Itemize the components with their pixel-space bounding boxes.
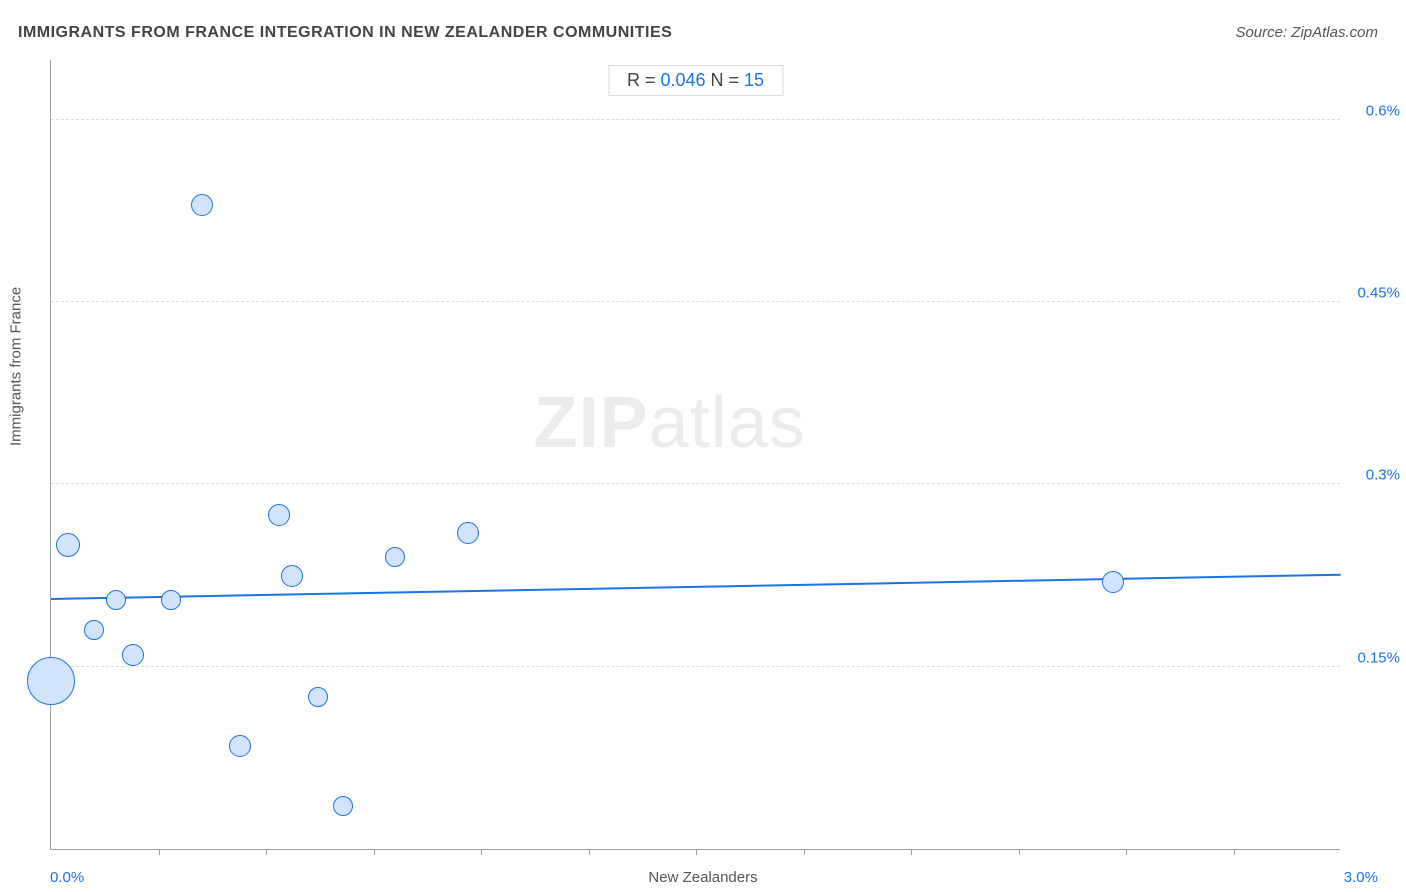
- data-point: [84, 620, 104, 640]
- gridline: [51, 483, 1340, 484]
- data-point: [106, 590, 126, 610]
- scatter-plot: R = 0.046 N = 15 ZIPatlas 0.15%0.3%0.45%…: [50, 60, 1340, 850]
- x-tick: [1234, 849, 1235, 855]
- n-label: N =: [706, 70, 745, 90]
- gridline: [51, 301, 1340, 302]
- data-point: [161, 590, 181, 610]
- y-tick-label: 0.15%: [1357, 649, 1400, 666]
- data-point: [122, 644, 144, 666]
- r-value: 0.046: [660, 70, 705, 90]
- data-point: [1102, 571, 1124, 593]
- data-point: [385, 547, 405, 567]
- watermark: ZIPatlas: [534, 382, 806, 464]
- data-point: [191, 194, 213, 216]
- source-attribution: Source: ZipAtlas.com: [1235, 24, 1378, 41]
- data-point: [56, 533, 80, 557]
- y-axis-title: Immigrants from France: [8, 287, 25, 446]
- x-tick: [911, 849, 912, 855]
- y-tick-label: 0.45%: [1357, 285, 1400, 302]
- stats-legend: R = 0.046 N = 15: [608, 65, 783, 96]
- x-tick: [266, 849, 267, 855]
- watermark-light: atlas: [649, 383, 806, 463]
- regression-line: [51, 574, 1341, 600]
- gridline: [51, 119, 1340, 120]
- data-point: [281, 565, 303, 587]
- r-label: R =: [627, 70, 661, 90]
- x-tick: [1126, 849, 1127, 855]
- gridline: [51, 666, 1340, 667]
- data-point: [268, 504, 290, 526]
- y-tick-label: 0.3%: [1366, 467, 1400, 484]
- data-point: [333, 796, 353, 816]
- data-point: [229, 735, 251, 757]
- watermark-bold: ZIP: [534, 383, 649, 463]
- x-max-label: 3.0%: [1344, 869, 1378, 886]
- chart-title: IMMIGRANTS FROM FRANCE INTEGRATION IN NE…: [18, 24, 672, 42]
- x-tick: [589, 849, 590, 855]
- x-tick: [481, 849, 482, 855]
- x-axis-title: New Zealanders: [648, 869, 757, 886]
- x-tick: [1019, 849, 1020, 855]
- x-tick: [159, 849, 160, 855]
- n-value: 15: [744, 70, 764, 90]
- data-point: [457, 522, 479, 544]
- y-tick-label: 0.6%: [1366, 102, 1400, 119]
- x-tick: [696, 849, 697, 855]
- x-tick: [374, 849, 375, 855]
- x-tick: [804, 849, 805, 855]
- data-point: [27, 657, 75, 705]
- data-point: [308, 687, 328, 707]
- x-min-label: 0.0%: [50, 869, 84, 886]
